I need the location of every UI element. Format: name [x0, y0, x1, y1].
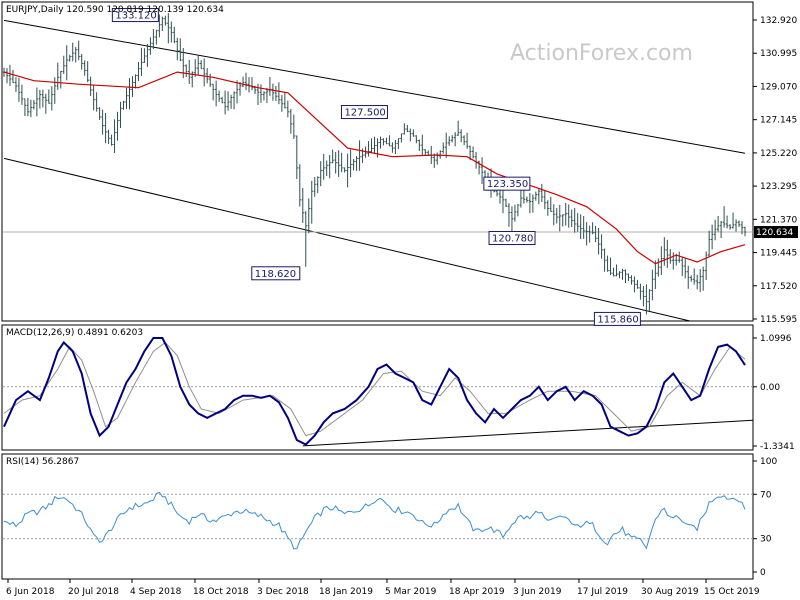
rsi-y-tick-label: 100: [760, 457, 777, 467]
price-header: EURJPY,Daily 120.590 120.819 120.139 120…: [6, 5, 224, 15]
macd-trendline: [302, 419, 754, 447]
annotation-label: 118.620: [255, 269, 296, 280]
rsi-y-tick-label: 30: [760, 535, 772, 545]
macd-y-tick-label: 1.0996: [760, 334, 792, 344]
annotation-box: [593, 311, 641, 326]
date-tick-label: 18 Oct 2018: [193, 587, 249, 597]
channel-upper-line: [3, 19, 746, 154]
price-y-tick-label: 132.920: [760, 16, 797, 26]
price-y-tick-label: 119.445: [760, 249, 797, 259]
annotation-label: 120.780: [492, 234, 533, 245]
rsi-y-tick-label: 70: [760, 490, 772, 500]
date-tick-label: 3 Dec 2018: [257, 587, 309, 597]
current-price-label: 120.634: [756, 228, 793, 238]
price-panel-frame: [1, 1, 754, 322]
annotation-box: [111, 8, 159, 23]
price-y-tick-label: 129.070: [760, 82, 797, 92]
date-tick-label: 17 Jul 2019: [577, 587, 628, 597]
macd-signal-line: [3, 341, 746, 437]
price-y-tick-label: 115.595: [760, 315, 797, 325]
price-panel: 132.920 130.995 129.070 127.145 125.220 123.2…: [2, 8, 798, 326]
annotation-box: [251, 266, 301, 281]
macd-header: MACD(12,26,9) 0.4891 0.6203: [6, 328, 143, 338]
annotation-box: [340, 105, 388, 120]
price-y-tick-label: 123.295: [760, 182, 797, 192]
macd-y-tick-label: -1.3341: [760, 442, 795, 452]
macd-panel: 1.0996 0.00 -1.3341: [3, 334, 795, 452]
macd-line: [3, 337, 746, 446]
rsi-header: RSI(14) 56.2867: [6, 457, 79, 467]
price-y-tick-label: 130.995: [760, 49, 797, 59]
rsi-y-tick-label: 0: [760, 568, 766, 578]
rsi-panel: 100 70 30 0: [3, 457, 777, 578]
annotation-label: 127.500: [344, 108, 385, 119]
moving-average-line: [3, 71, 746, 265]
macd-y-tick-label: 0.00: [760, 383, 780, 393]
price-y-tick-label: 121.370: [760, 215, 797, 225]
annotation-box: [488, 231, 536, 246]
price-y-tick-label: 125.220: [760, 149, 797, 159]
date-tick-label: 20 Jul 2018: [68, 587, 119, 597]
annotation-box: [483, 176, 531, 191]
date-tick-label: 18 Apr 2019: [449, 587, 505, 597]
price-y-tick-label: 127.145: [760, 116, 797, 126]
date-tick-label: 3 Jun 2019: [513, 587, 562, 597]
rsi-line: [3, 491, 746, 550]
annotation-label: 115.860: [597, 314, 638, 325]
rsi-panel-frame: [1, 453, 754, 580]
date-tick-label: 15 Oct 2019: [704, 587, 760, 597]
channel-lower-line: [3, 157, 691, 322]
macd-panel-frame: [1, 324, 754, 451]
watermark: ActionForex.com: [510, 41, 693, 66]
date-axis: 6 Jun 2018 20 Jul 2018 4 Sep 2018 18 Oct 20…: [6, 579, 760, 597]
date-tick-label: 6 Jun 2018: [6, 587, 55, 597]
date-tick-label: 5 Mar 2019: [385, 587, 437, 597]
current-price-tag: [754, 226, 798, 239]
annotation-label: 123.350: [487, 179, 528, 190]
date-tick-label: 18 Jan 2019: [319, 587, 373, 597]
date-tick-label: 30 Aug 2019: [641, 587, 699, 597]
annotation-label: 133.120: [115, 11, 156, 22]
date-tick-label: 4 Sep 2018: [130, 587, 182, 597]
price-y-tick-label: 117.520: [760, 282, 797, 292]
